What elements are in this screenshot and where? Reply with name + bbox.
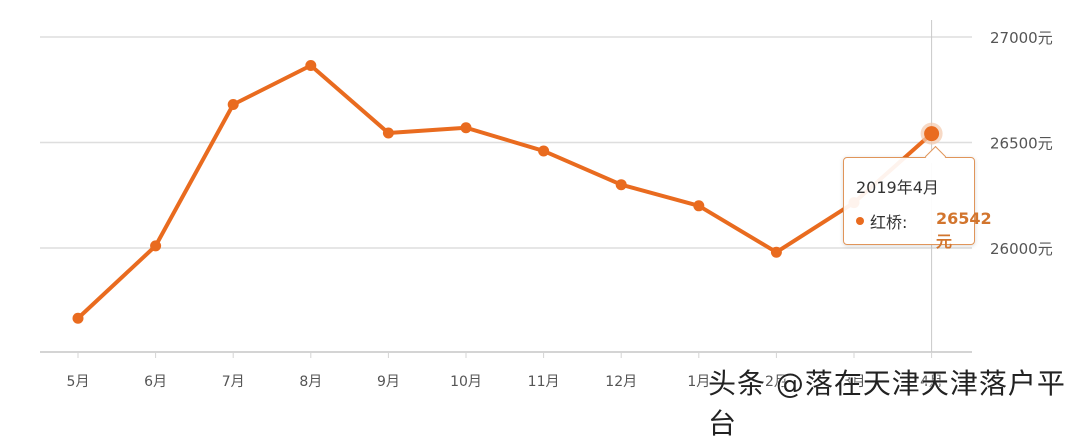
data-point[interactable]: [770, 246, 782, 258]
data-point[interactable]: [227, 99, 239, 111]
data-point[interactable]: [924, 126, 940, 142]
y-tick-label: 26500元: [990, 135, 1053, 153]
x-tick-label: 5月: [67, 374, 90, 390]
y-tick-label: 27000元: [990, 29, 1053, 47]
tooltip-value: 26542元: [936, 209, 992, 251]
x-tick-label: 2月: [765, 374, 788, 390]
data-point[interactable]: [305, 59, 317, 71]
y-tick-label: 26000元: [990, 240, 1053, 258]
x-tick-label: 10月: [450, 374, 482, 390]
tooltip-series-label: 红桥:: [870, 213, 908, 232]
tooltip-title: 2019年4月: [856, 178, 939, 197]
x-tick-label: 12月: [605, 374, 637, 390]
x-tick-label: 4月: [920, 374, 943, 390]
x-tick-label: 6月: [144, 374, 167, 390]
x-tick-label: 9月: [377, 374, 400, 390]
data-point[interactable]: [72, 312, 84, 324]
data-point[interactable]: [150, 240, 162, 252]
x-tick-label: 8月: [299, 374, 322, 390]
series-line: [76, 63, 933, 320]
data-point[interactable]: [693, 200, 705, 212]
x-tick-label: 7月: [222, 374, 245, 390]
x-tick-label: 3月: [843, 374, 866, 390]
line-chart: 27000元 26500元 26000元 5月 6月 7月 8月 9月 10月 11月 12月 1月 2…: [40, 20, 1053, 390]
watermark: 头条 @落在天津天津落户平台: [708, 367, 1066, 440]
x-tick-label: 1月: [687, 374, 710, 390]
data-point[interactable]: [460, 122, 472, 134]
data-point[interactable]: [615, 179, 627, 191]
series-dot-icon: [856, 217, 864, 225]
x-tick-label: 11月: [528, 374, 560, 390]
data-point[interactable]: [538, 145, 550, 157]
tooltip: 2019年4月 红桥: 26542元: [843, 145, 992, 251]
data-point[interactable]: [382, 127, 394, 139]
